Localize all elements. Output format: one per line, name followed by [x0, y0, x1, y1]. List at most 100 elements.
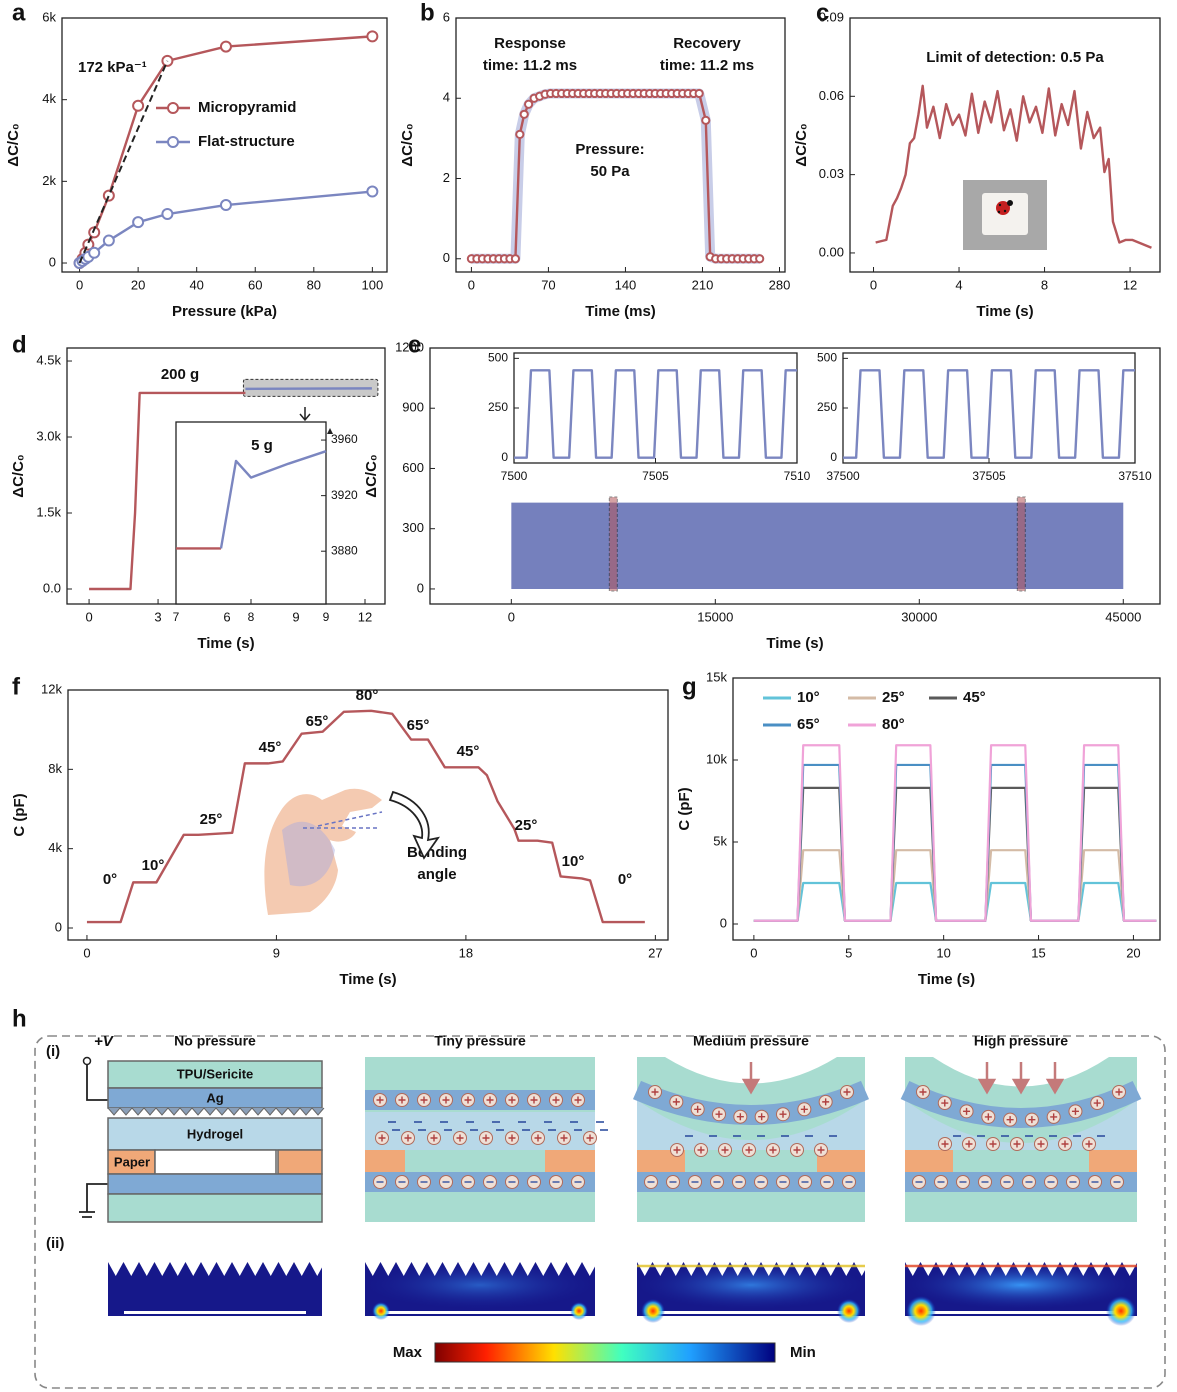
- pyramids: [107, 1107, 325, 1116]
- x-tick-label: 6: [223, 609, 230, 624]
- gel: [637, 1100, 865, 1150]
- ion-sign: [456, 1134, 464, 1142]
- y-tick-label: 0: [49, 254, 56, 269]
- field-gap: [921, 1311, 1121, 1314]
- x-tick-label: 9: [323, 610, 330, 624]
- annotation: 25°: [200, 811, 223, 828]
- annotation: 65°: [306, 713, 329, 730]
- y-tick-label: 0.09: [819, 9, 844, 24]
- ion-sign: [779, 1110, 787, 1118]
- x-tick-label: 0: [76, 277, 83, 292]
- annotation: 10°: [562, 853, 585, 870]
- field-pyramids: [365, 1262, 598, 1276]
- x-tick-label: 0: [508, 609, 515, 624]
- x-tick-label: 10: [936, 945, 950, 960]
- panel-label: g: [682, 673, 697, 700]
- layer-label: Ag: [206, 1090, 223, 1105]
- gel: [905, 1100, 1137, 1150]
- line: [219, 450, 327, 549]
- field-glow: [905, 1261, 1137, 1309]
- ion-sign: [508, 1134, 516, 1142]
- state-label: High pressure: [974, 1033, 1068, 1049]
- ion-sign: [817, 1146, 825, 1154]
- y-tick-label: 3880: [331, 543, 358, 557]
- marker: [161, 208, 174, 221]
- annotation: 65°: [407, 717, 430, 734]
- y-axis-title: C (pF): [676, 787, 693, 830]
- annotation: 80°: [356, 687, 379, 704]
- ion-sign: [1037, 1140, 1045, 1148]
- x-tick-label: 9: [273, 945, 280, 960]
- ion-sign: [822, 1098, 830, 1106]
- x-tick-label: 280: [769, 277, 791, 292]
- ion-sign: [651, 1088, 659, 1096]
- ion-sign: [404, 1134, 412, 1142]
- panel-frame: [34, 1035, 1166, 1389]
- ion-sign: [672, 1098, 680, 1106]
- layer-label: Hydrogel: [187, 1126, 243, 1141]
- ion-sign: [1006, 1116, 1014, 1124]
- bend-arrow: [388, 790, 441, 860]
- y-tick-label: 250: [488, 400, 508, 414]
- x-tick-label: 37505: [972, 469, 1006, 483]
- ion-sign: [552, 1096, 560, 1104]
- marker: [102, 234, 115, 247]
- legend-label: 25°: [882, 689, 905, 706]
- field: [108, 1262, 322, 1316]
- x-axis-title: Time (s): [197, 635, 254, 652]
- x-tick-label: 7510: [784, 469, 811, 483]
- x-tick-label: 8: [1041, 277, 1048, 292]
- annotation: time: 11.2 ms: [483, 57, 577, 74]
- x-tick-label: 0: [468, 277, 475, 292]
- y-tick-label: 0.00: [819, 244, 844, 259]
- y-tick-label: 3.0k: [36, 428, 61, 443]
- panel-label: h: [12, 1005, 27, 1032]
- x-tick-label: 7: [173, 610, 180, 624]
- area: [511, 502, 1124, 589]
- press-arrow: [1045, 1062, 1065, 1095]
- y-axis-title: ΔC/C₀: [10, 454, 27, 497]
- hand: [264, 788, 382, 915]
- ag-curve: [900, 1080, 1142, 1128]
- ion-sign: [1085, 1140, 1093, 1148]
- y-tick-label: 4k: [42, 91, 56, 106]
- ion-sign: [673, 1146, 681, 1154]
- field-hotspot: [906, 1296, 936, 1326]
- panel-label: c: [816, 0, 829, 26]
- x-tick-label: 210: [692, 277, 714, 292]
- field-hotspot: [837, 1299, 861, 1323]
- legend-label: Flat-structure: [198, 133, 295, 150]
- ladybug-spot: [1003, 209, 1007, 213]
- ion-sign: [965, 1140, 973, 1148]
- ion-sign: [697, 1146, 705, 1154]
- annotation: 25°: [515, 817, 538, 834]
- ion-sign: [1115, 1088, 1123, 1096]
- y-tick-label: 0: [417, 580, 424, 595]
- legend-label: Micropyramid: [198, 99, 296, 116]
- x-tick-label: 0: [870, 277, 877, 292]
- ion-sign: [586, 1134, 594, 1142]
- y-tick-label: 0.0: [43, 580, 61, 595]
- press-arrow: [741, 1062, 761, 1095]
- annotation: Bending: [407, 844, 467, 861]
- layer-label: Paper: [114, 1154, 150, 1169]
- ion-sign: [736, 1113, 744, 1121]
- y-tick-label: 0.06: [819, 88, 844, 103]
- x-tick-label: 37500: [826, 469, 860, 483]
- panel-label: f: [12, 673, 21, 700]
- x-tick-label: 7500: [501, 469, 528, 483]
- y-tick-label: 300: [402, 520, 424, 535]
- y-tick-label: 3960: [331, 432, 358, 446]
- ion-sign: [721, 1146, 729, 1154]
- x-tick-label: 12: [358, 609, 372, 624]
- ion-sign: [376, 1096, 384, 1104]
- marker: [701, 115, 711, 125]
- marker: [132, 216, 145, 229]
- ion-sign: [1050, 1113, 1058, 1121]
- y-tick-label: 250: [817, 400, 837, 414]
- layer: [107, 1173, 323, 1195]
- y-tick-label: 500: [817, 351, 837, 365]
- ladybug-head: [1007, 200, 1013, 206]
- y-tick-label: 3920: [331, 488, 358, 502]
